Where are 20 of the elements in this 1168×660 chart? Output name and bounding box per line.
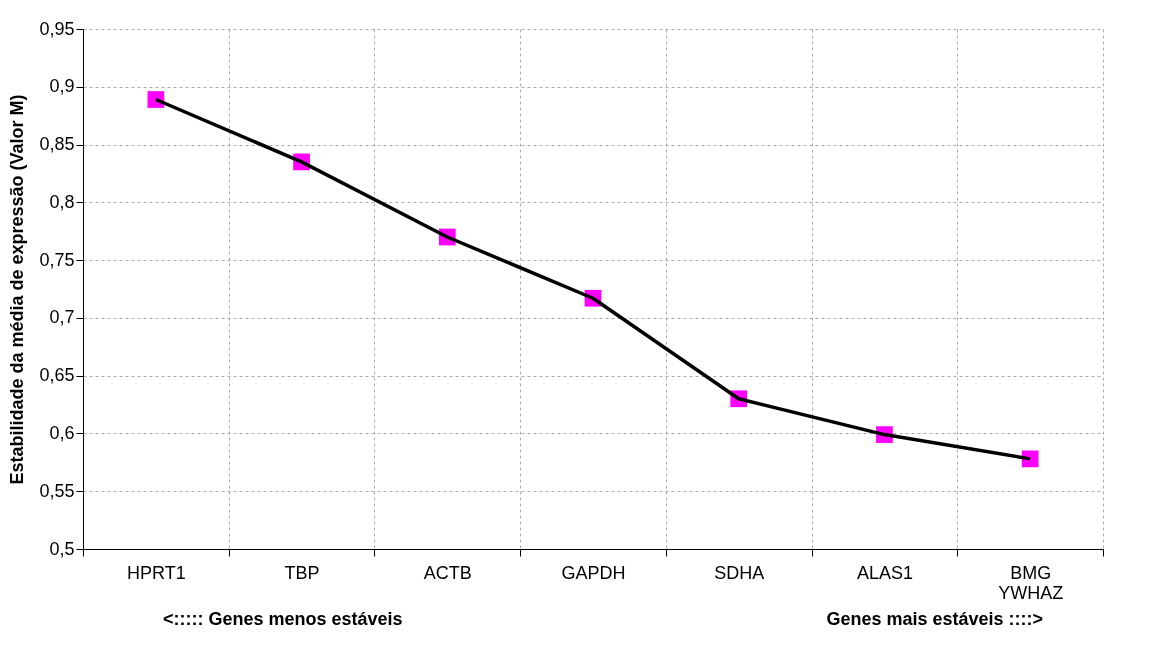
y-tick-label: 0,95 — [39, 18, 75, 39]
y-tick-label: 0,8 — [49, 191, 75, 212]
y-axis-title: Estabilidade da média de expressão (Valor M) — [7, 94, 28, 485]
y-tick-label: 0,5 — [49, 538, 75, 559]
y-tick-label: 0,55 — [39, 480, 75, 501]
y-tick-label: 0,75 — [39, 249, 75, 270]
x-tick-label: ALAS1 — [856, 562, 913, 583]
y-tick-label: 0,6 — [49, 422, 75, 443]
y-tick-label: 0,7 — [49, 307, 75, 328]
x-tick-label: TBP — [284, 562, 320, 583]
x-tick-label: GAPDH — [561, 562, 626, 583]
x-tick-label: HPRT1 — [127, 562, 186, 583]
text: Genes mais estáveis ::::> — [826, 609, 1043, 629]
y-tick-label: 0,9 — [49, 76, 75, 97]
x-tick-label: SDHA — [714, 562, 765, 583]
x-tick-label: BMG YWHAZ — [998, 562, 1064, 603]
text: <::::: Genes menos estáveis — [163, 609, 403, 629]
y-tick-label: 0,85 — [39, 134, 75, 155]
x-tick-label: ACTB — [423, 562, 472, 583]
y-tick-label: 0,65 — [39, 365, 75, 386]
